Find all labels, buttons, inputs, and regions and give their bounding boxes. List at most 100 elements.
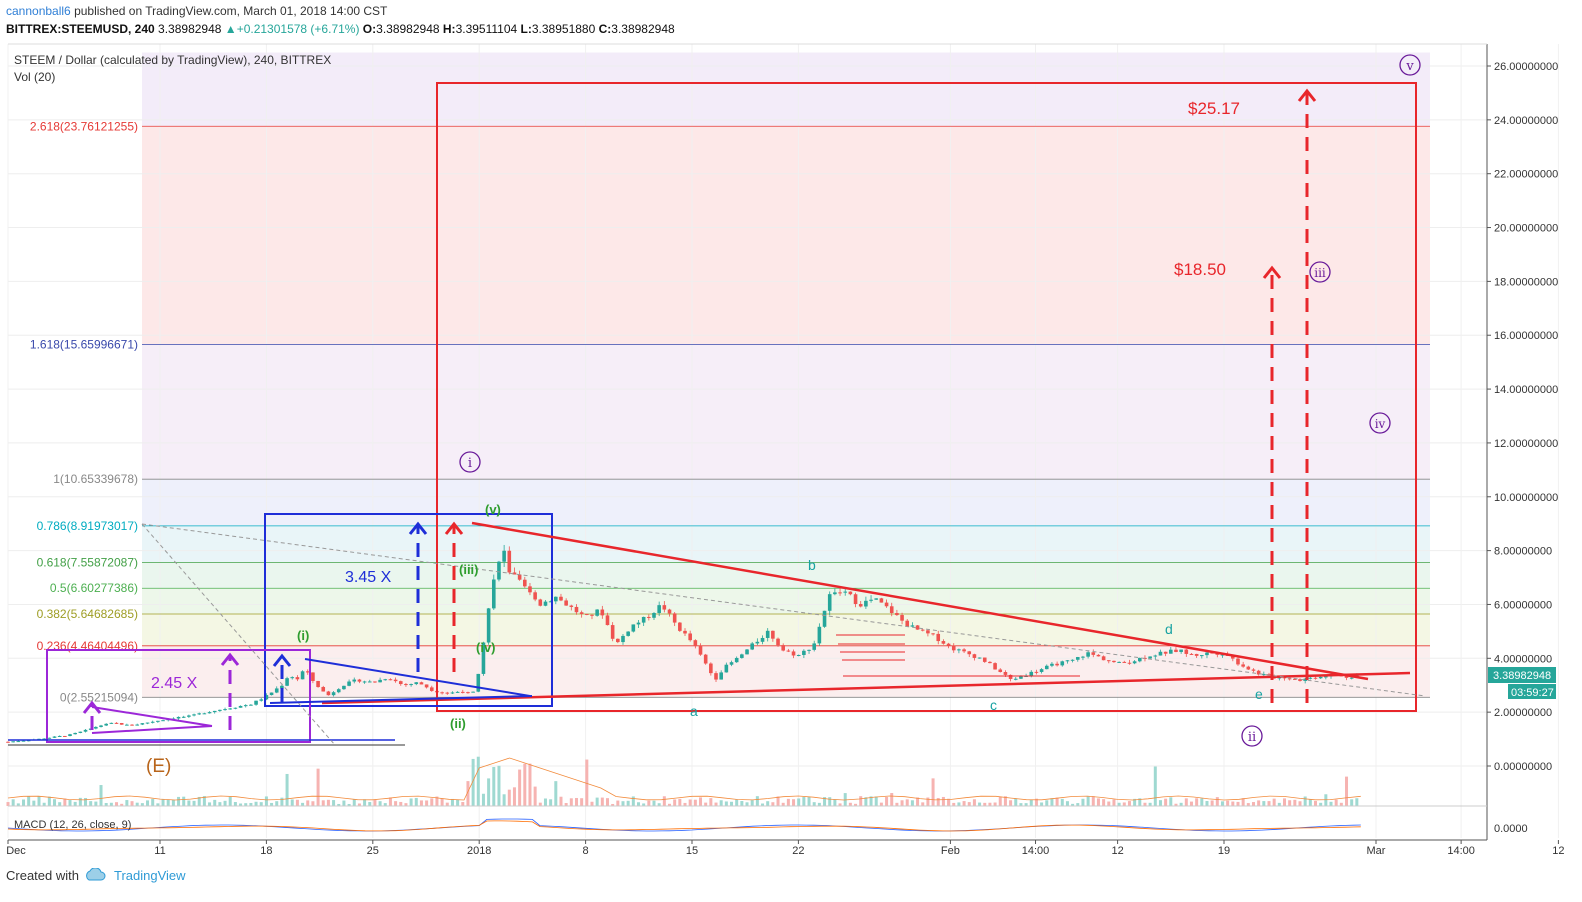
open-label: O: xyxy=(362,22,377,36)
volume-bar xyxy=(363,799,367,806)
candle-body xyxy=(1081,656,1085,658)
candle-body xyxy=(491,579,496,609)
volume-bar xyxy=(1319,802,1323,806)
last-price-tag: 3.38982948 xyxy=(1488,667,1556,683)
candle-body xyxy=(1101,656,1106,661)
red-arrow-2-head xyxy=(1262,265,1282,279)
fib-label: 0.382(5.64682685) xyxy=(37,607,138,621)
volume-bar xyxy=(1024,803,1028,806)
volume-bar xyxy=(492,766,496,806)
volume-bar xyxy=(311,801,315,806)
candle-body xyxy=(1034,671,1039,673)
volume-bar xyxy=(1003,796,1007,806)
volume-bar xyxy=(1158,800,1162,806)
volume-bar xyxy=(668,803,672,806)
volume-bar xyxy=(239,803,243,806)
fib-label: 0.5(6.60277386) xyxy=(50,581,138,595)
wave-circle-iii-label: iii xyxy=(1314,266,1326,280)
candle-body xyxy=(998,669,1003,673)
volume-bar xyxy=(709,798,713,806)
volume-bar xyxy=(549,799,553,806)
candle-body xyxy=(197,713,202,715)
candle-body xyxy=(729,662,734,665)
candle-body xyxy=(564,600,568,606)
volume-bar xyxy=(135,802,139,806)
candle-body xyxy=(1117,661,1121,663)
volume-bar xyxy=(962,801,966,806)
candle-body xyxy=(238,705,243,708)
volume-bar xyxy=(249,802,253,806)
volume-bar xyxy=(905,799,909,806)
candle-body xyxy=(698,646,703,655)
x-tick-label: 25 xyxy=(367,845,379,857)
volume-bar xyxy=(507,789,511,806)
tradingview-brand-link[interactable]: TradingView xyxy=(114,868,186,883)
candle-body xyxy=(683,630,687,634)
candle-body xyxy=(264,695,269,700)
volume-bar xyxy=(848,802,852,806)
volume-bar xyxy=(766,801,770,806)
candle-body xyxy=(1246,666,1251,670)
wave-teal-e: e xyxy=(1255,686,1263,702)
candle-body xyxy=(280,685,284,689)
wave-circle-ii: ii xyxy=(1241,725,1263,747)
volume-bar xyxy=(1205,801,1209,806)
author-link[interactable]: cannonball6 xyxy=(6,4,71,18)
volume-bar xyxy=(1122,802,1126,806)
candle-body xyxy=(176,716,181,719)
blue-arrow-2-head xyxy=(272,653,292,667)
volume-bar xyxy=(605,798,609,806)
volume-bar xyxy=(197,796,201,806)
candle-body xyxy=(600,609,605,616)
volume-bar xyxy=(1251,802,1255,806)
y-tick-label: 2.00000000 xyxy=(1494,707,1552,719)
volume-bar xyxy=(301,802,305,806)
volume-bar xyxy=(683,802,687,806)
dashed-trendline xyxy=(141,523,1426,697)
volume-bar xyxy=(151,798,155,806)
candle-body xyxy=(202,713,207,715)
volume-bar xyxy=(383,803,387,806)
candle-body xyxy=(52,736,57,738)
fib-label: 1.618(15.65996671) xyxy=(30,337,138,351)
candle-body xyxy=(466,692,470,694)
candle-body xyxy=(445,692,450,694)
target-high-label: $25.17 xyxy=(1188,99,1240,118)
candle-body xyxy=(616,638,620,643)
candle-body xyxy=(869,599,873,601)
volume-bar xyxy=(564,803,568,806)
candle-body xyxy=(1091,652,1096,655)
candle-body xyxy=(290,677,295,679)
candle-body xyxy=(269,692,274,696)
volume-bar xyxy=(936,797,940,806)
candle-body xyxy=(1308,677,1313,679)
volume-bar xyxy=(724,801,728,806)
volume-bar xyxy=(187,800,191,806)
close-value: 3.38982948 xyxy=(611,22,675,36)
volume-bar xyxy=(972,799,976,806)
created-with-label: Created with xyxy=(6,868,79,883)
volume-bar xyxy=(332,800,336,806)
volume-bar xyxy=(1153,766,1157,806)
candle-body xyxy=(249,704,253,706)
candle-body xyxy=(946,643,951,646)
candle-body xyxy=(1070,659,1075,661)
volume-bar xyxy=(316,768,320,806)
candle-body xyxy=(714,673,718,680)
volume-bar xyxy=(430,798,434,806)
candle-body xyxy=(910,625,915,627)
volume-bar xyxy=(1102,799,1106,806)
y-tick-label: 16.00000000 xyxy=(1494,330,1558,342)
volume-bar xyxy=(1050,798,1054,806)
volume-bar xyxy=(1179,802,1183,806)
axes: 26.00000000 24.00000000 22.00000000 20.0000… xyxy=(6,43,1565,857)
candle-body xyxy=(233,707,238,709)
wave-green-v: (v) xyxy=(485,502,501,517)
candle-body xyxy=(357,679,362,682)
candle-body xyxy=(895,613,899,616)
price-chart[interactable]: 2.618(23.76121255) 1.618(15.65996671) 1(10… xyxy=(0,40,1582,866)
candle-body xyxy=(383,679,388,681)
candle-body xyxy=(352,679,357,682)
red-upper-trendline xyxy=(471,521,1369,681)
purple-multiplier-label: 2.45 X xyxy=(151,675,198,692)
